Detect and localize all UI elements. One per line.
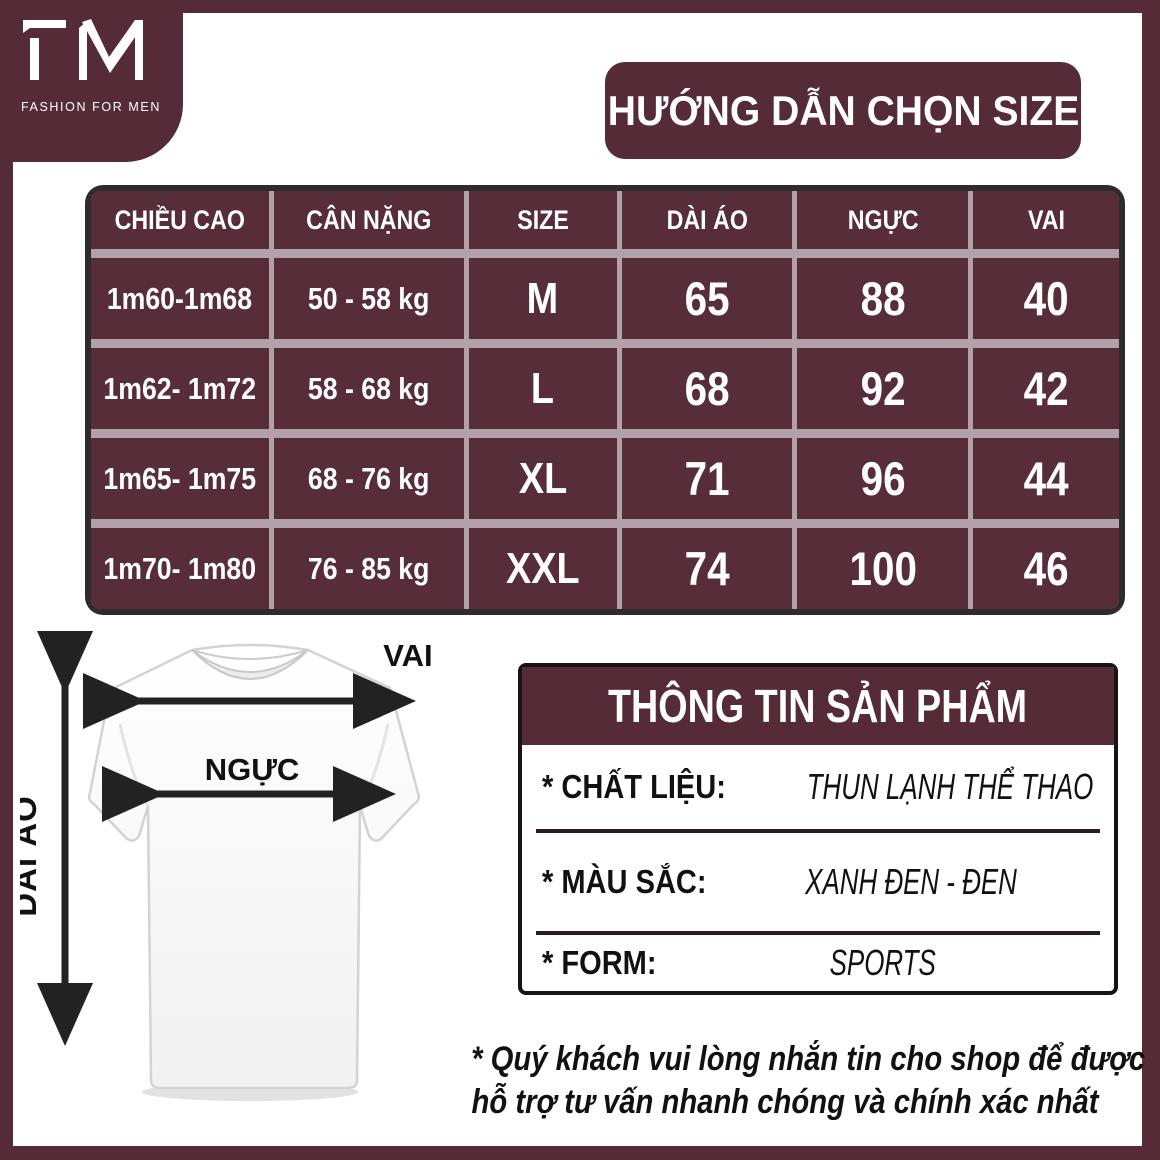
divider (536, 829, 1100, 833)
info-row-color: * MÀU SẮC: XANH ĐEN - ĐEN (522, 833, 1114, 931)
info-row-material: * CHẤT LIỆU: THUN LẠNH THỂ THAO (522, 745, 1114, 829)
form-label: * FORM: (542, 944, 657, 981)
table-cell: 40 (973, 258, 1119, 339)
tshirt-measurement-figure: VAI NGỰC DÀI ÁO (20, 631, 433, 1101)
page-title-text: HƯỚNG DẪN CHỌN SIZE (607, 86, 1079, 134)
col-header-weight: CÂN NẶNG (273, 191, 464, 249)
table-cell: 1m65- 1m75 (91, 438, 269, 519)
length-label: DÀI ÁO (20, 795, 43, 917)
frame-right (1142, 0, 1160, 1160)
table-cell: 92 (797, 348, 969, 429)
color-value: XANH ĐEN - ĐEN (805, 861, 1018, 902)
frame-bottom (0, 1146, 1160, 1160)
product-info-header: THÔNG TIN SẢN PHẨM (522, 667, 1114, 745)
table-cell: 1m62- 1m72 (91, 348, 269, 429)
table-cell: 46 (973, 528, 1119, 609)
table-cell: 68 - 76 kg (273, 438, 464, 519)
col-header-size: SIZE (469, 191, 617, 249)
frame-top (0, 0, 1160, 13)
table-cell: 58 - 68 kg (273, 348, 464, 429)
table-cell: 1m70- 1m80 (91, 528, 269, 609)
material-value: THUN LẠNH THỂ THAO (806, 766, 1094, 807)
table-cell: 96 (797, 438, 969, 519)
table-cell: 100 (797, 528, 969, 609)
frame-left (0, 0, 13, 1160)
support-note-line2: hỗ trợ tư vấn nhanh chóng và chính xác n… (471, 1082, 1099, 1121)
color-label: * MÀU SẮC: (542, 863, 707, 900)
table-cell: 50 - 58 kg (273, 258, 464, 339)
support-note: * Quý khách vui lòng nhắn tin cho shop đ… (420, 1038, 1150, 1124)
size-guide-table: CHIỀU CAO CÂN NẶNG SIZE DÀI ÁO NGỰC VAI … (85, 185, 1125, 615)
table-cell: 71 (621, 438, 793, 519)
table-cell: 88 (797, 258, 969, 339)
material-label: * CHẤT LIỆU: (542, 768, 726, 805)
fm-monogram-icon (23, 19, 143, 80)
support-note-line1: * Quý khách vui lòng nhắn tin cho shop đ… (471, 1040, 1146, 1078)
table-cell: 68 (621, 348, 793, 429)
chest-label: NGỰC (205, 752, 300, 787)
table-cell: 44 (973, 438, 1119, 519)
table-cell: 1m60-1m68 (91, 258, 269, 339)
tshirt-graphic (87, 643, 421, 1101)
table-cell: 76 - 85 kg (273, 528, 464, 609)
brand-logo: FASHION FOR MEN (0, 0, 183, 162)
table-cell: 74 (621, 528, 793, 609)
size-guide-grid: CHIỀU CAO CÂN NẶNG SIZE DÀI ÁO NGỰC VAI … (91, 191, 1119, 609)
info-row-form: * FORM: SPORTS (522, 935, 1114, 991)
table-cell: 42 (973, 348, 1119, 429)
table-cell: XXL (469, 528, 617, 609)
form-value: SPORTS (830, 942, 937, 983)
table-cell: M (469, 258, 617, 339)
table-cell: 65 (621, 258, 793, 339)
col-header-length: DÀI ÁO (621, 191, 793, 249)
brand-tagline: FASHION FOR MEN (21, 100, 161, 114)
col-header-shoulder: VAI (973, 191, 1119, 249)
table-cell: XL (469, 438, 617, 519)
product-info-box: THÔNG TIN SẢN PHẨM * CHẤT LIỆU: THUN LẠN… (518, 663, 1118, 995)
page-title: HƯỚNG DẪN CHỌN SIZE (605, 62, 1081, 159)
table-cell: L (469, 348, 617, 429)
col-header-chest: NGỰC (797, 191, 969, 249)
shoulder-label: VAI (383, 638, 432, 673)
product-info-title: THÔNG TIN SẢN PHẨM (608, 680, 1028, 732)
col-header-height: CHIỀU CAO (91, 191, 269, 249)
divider (536, 931, 1100, 935)
